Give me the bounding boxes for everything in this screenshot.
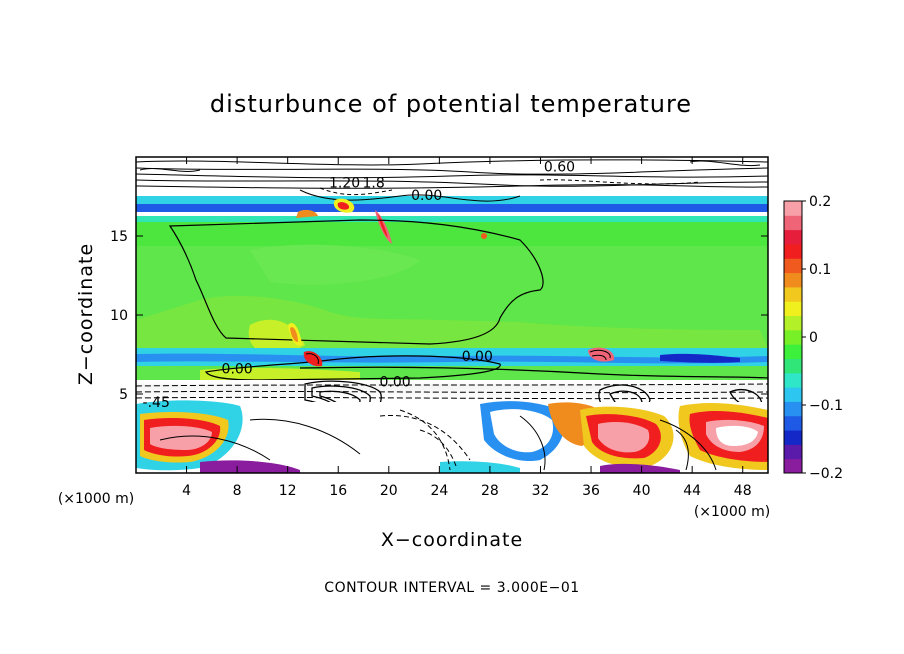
contour-label: 0.00	[411, 188, 442, 204]
boundary-layer-field	[136, 400, 768, 473]
updraft-feature	[288, 322, 615, 367]
colorbar-tick-label: −0.2	[809, 466, 843, 482]
band-teal-upper	[136, 216, 768, 222]
boundary-layer-contours	[159, 409, 717, 471]
colorbar-segment	[784, 387, 802, 402]
colorbar-segment	[784, 358, 802, 374]
contour-label: 1.8	[362, 175, 384, 191]
y-tick-label: 15	[110, 229, 128, 245]
field-light-patch	[250, 244, 420, 285]
x-tick-label: 48	[734, 483, 752, 499]
colorbar-segment	[784, 401, 802, 417]
x-tick-label: 12	[279, 483, 297, 499]
x-tick-label: 40	[633, 483, 651, 499]
colorbar-segment	[784, 286, 802, 302]
x-tick-label: 16	[329, 483, 347, 499]
contour-label: 0.00	[462, 349, 493, 365]
x-tick-label: 28	[481, 483, 499, 499]
contour-labels: 0.60 1.20 1.8 0.00 0.00 0.00 0.00 -.45	[143, 159, 575, 411]
colorbar-segment	[784, 258, 802, 274]
colorbar-segment	[784, 315, 802, 331]
colorbar-tick-label: 0.2	[809, 194, 831, 210]
colorbar-segment	[784, 458, 802, 474]
x-tick-label: 44	[683, 483, 701, 499]
colorbar-segment	[784, 201, 802, 216]
contour-label: 0.00	[222, 362, 253, 378]
colorbar-segment	[784, 329, 802, 345]
colorbar-segment	[784, 430, 802, 445]
x-tick-label: 20	[380, 483, 398, 499]
colorbar-segment	[784, 372, 802, 388]
colorbar-segment	[784, 444, 802, 460]
lower-dashed-contours	[136, 383, 768, 400]
x-tick-label: 8	[233, 483, 242, 499]
band-blue-dark	[660, 353, 740, 363]
contour-interval-note: CONTOUR INTERVAL = 3.000E−01	[324, 580, 579, 596]
colorbar-segment	[784, 243, 802, 259]
y-axis: 5 10 15	[110, 229, 768, 403]
band-white-upper	[136, 212, 768, 216]
colorbar: 0.2 0.1 0 −0.1 −0.2	[783, 194, 843, 482]
colorbar-segment	[784, 301, 802, 317]
contour-label: 1.20	[329, 175, 360, 191]
x-tick-label: 36	[582, 483, 600, 499]
colorbar-tick-label: 0	[809, 330, 818, 346]
x-unit-label-left: (×1000 m)	[58, 491, 134, 507]
x-axis: 4 8 12 16 20 24 28 32 36 40 44 48	[182, 157, 752, 499]
colorbar-segment	[784, 272, 802, 288]
band-blue-upper	[136, 204, 768, 212]
x-axis-label: X−coordinate	[381, 529, 523, 551]
zero-contour-lower	[204, 355, 501, 381]
y-axis-label: Z−coordinate	[75, 243, 97, 385]
band-yellow-low	[200, 367, 360, 380]
zero-contour-plateau	[168, 219, 544, 345]
contour-label: 0.00	[380, 374, 411, 390]
y-tick-label: 10	[110, 308, 128, 324]
zero-contour-long	[299, 366, 768, 379]
chart-title: disturbunce of potential temperature	[210, 90, 692, 118]
x-tick-label: 24	[430, 483, 448, 499]
upper-contours	[136, 159, 768, 202]
x-unit-label-right: (×1000 m)	[694, 504, 770, 520]
y-tick-label: 5	[119, 387, 128, 403]
colorbar-segment	[784, 415, 802, 431]
colorbar-tick-label: 0.1	[809, 262, 831, 278]
plot-area	[136, 157, 768, 473]
colorbar-segment	[784, 344, 802, 359]
colorbar-tick-label: −0.1	[809, 398, 843, 414]
x-tick-label: 4	[182, 483, 191, 499]
contour-label: 0.60	[544, 159, 575, 175]
upper-colored-blobs	[296, 198, 487, 244]
x-tick-label: 32	[532, 483, 550, 499]
contour-label: -.45	[143, 395, 170, 411]
colorbar-segment	[784, 229, 802, 245]
colorbar-segment	[784, 215, 802, 231]
